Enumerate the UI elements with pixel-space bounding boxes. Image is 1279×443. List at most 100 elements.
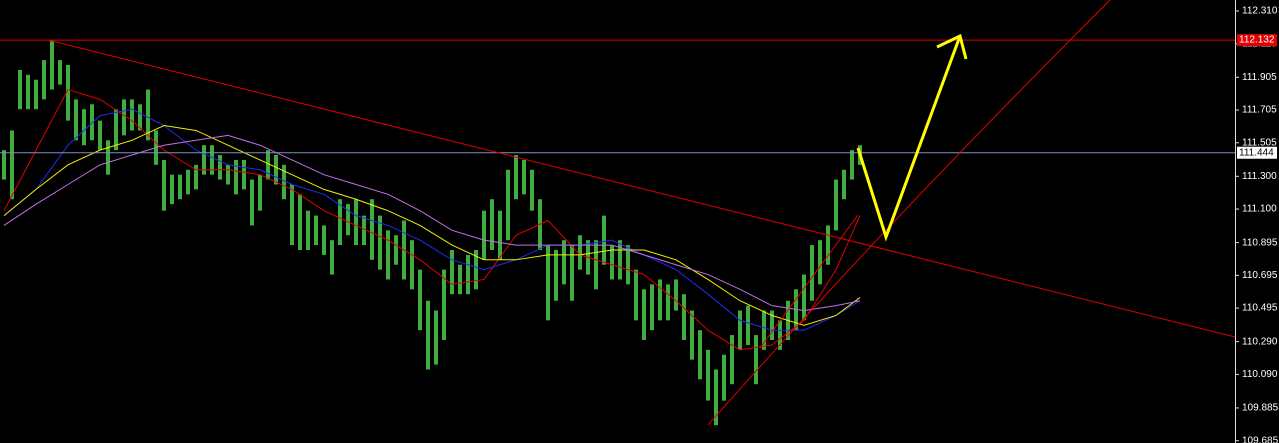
arrow-head [936, 33, 968, 60]
price-bar [82, 109, 86, 146]
price-bar [562, 240, 566, 285]
trend-line [47, 39, 1236, 338]
price-bar [442, 269, 446, 341]
price-bar [242, 159, 246, 190]
axis-labels: 112.310112.110111.905111.705111.505111.3… [1235, 6, 1279, 443]
price-bar [578, 235, 582, 270]
price-bar [666, 284, 670, 321]
price-label: 112.132 [1239, 35, 1275, 46]
price-bar [122, 99, 126, 136]
price-bar [658, 279, 662, 321]
price-bar [418, 269, 422, 331]
price-bar [834, 179, 838, 231]
price-bar [482, 210, 486, 260]
y-tick-label: 111.505 [1242, 137, 1277, 148]
price-bar [10, 130, 14, 200]
price-bar [42, 60, 46, 100]
price-bar [314, 215, 318, 246]
price-bar [826, 225, 830, 265]
price-bar [626, 245, 630, 285]
price-label-box [1237, 146, 1277, 159]
price-bar [362, 215, 366, 246]
price-bar [130, 99, 134, 131]
price-bar [714, 369, 718, 426]
price-bar [330, 240, 334, 275]
trend-line [759, 214, 859, 349]
price-bar [322, 225, 326, 255]
price-bar [530, 169, 534, 211]
price-bar [674, 279, 678, 311]
price-bar [226, 164, 230, 185]
price-bar [370, 199, 374, 260]
price-bar [738, 310, 742, 350]
y-tick-label: 110.695 [1242, 270, 1278, 281]
y-tick-label: 111.300 [1242, 171, 1277, 182]
price-bar [818, 240, 822, 285]
price-bar [50, 40, 54, 90]
price-bar [258, 174, 262, 211]
price-bar [634, 269, 638, 321]
price-bar [274, 155, 278, 185]
moving-average [3, 88, 861, 351]
price-bar [98, 120, 102, 151]
price-bar [618, 240, 622, 280]
price-bar [138, 104, 142, 131]
price-bar [250, 179, 254, 226]
price-bar [346, 204, 350, 236]
price-bar [162, 159, 166, 211]
price-bar [146, 89, 150, 141]
price-bar [106, 140, 110, 175]
price-bar [602, 215, 606, 265]
price-bar [58, 60, 62, 85]
price-bar [194, 164, 198, 190]
price-bar [610, 245, 614, 280]
plot-area [0, 39, 1235, 426]
price-bar [810, 245, 814, 301]
price-label: 111.444 [1239, 147, 1274, 158]
price-bar [498, 210, 502, 260]
forecast-arrow [856, 35, 962, 242]
price-bar [514, 155, 518, 200]
price-bar [450, 249, 454, 295]
price-bar [522, 159, 526, 195]
price-bar [386, 230, 390, 280]
price-bar [746, 305, 750, 345]
y-tick-label: 110.290 [1242, 336, 1278, 347]
price-bar [690, 310, 694, 360]
price-bar [234, 159, 238, 195]
y-tick-label: 109.885 [1242, 403, 1279, 414]
price-bar [66, 64, 70, 121]
price-bar [506, 169, 510, 241]
price-bar [706, 349, 710, 401]
price-bar [770, 310, 774, 341]
price-bar [266, 150, 270, 180]
price-bar [434, 310, 438, 365]
price-bar [114, 109, 118, 151]
price-bar [378, 215, 382, 270]
price-bar [202, 145, 206, 175]
price-bar [170, 174, 174, 205]
price-bar [410, 240, 414, 290]
price-bar [802, 274, 806, 321]
price-bar [218, 155, 222, 180]
price-bar [2, 150, 6, 180]
y-tick-label: 111.100 [1242, 204, 1277, 215]
moving-average [3, 125, 861, 326]
price-bar [754, 335, 758, 385]
price-bar [466, 254, 470, 295]
price-bar [730, 335, 734, 385]
price-bar [298, 194, 302, 250]
price-bar [90, 104, 94, 141]
price-bar [594, 240, 598, 290]
price-bar [474, 249, 478, 290]
y-tick-label: 111.905 [1242, 72, 1277, 83]
price-bar [570, 245, 574, 301]
y-tick-label: 109.685 [1242, 435, 1279, 443]
trend-line [707, 0, 1111, 426]
price-bar [650, 284, 654, 331]
price-bar [282, 164, 286, 200]
y-tick-label: 110.090 [1242, 369, 1278, 380]
